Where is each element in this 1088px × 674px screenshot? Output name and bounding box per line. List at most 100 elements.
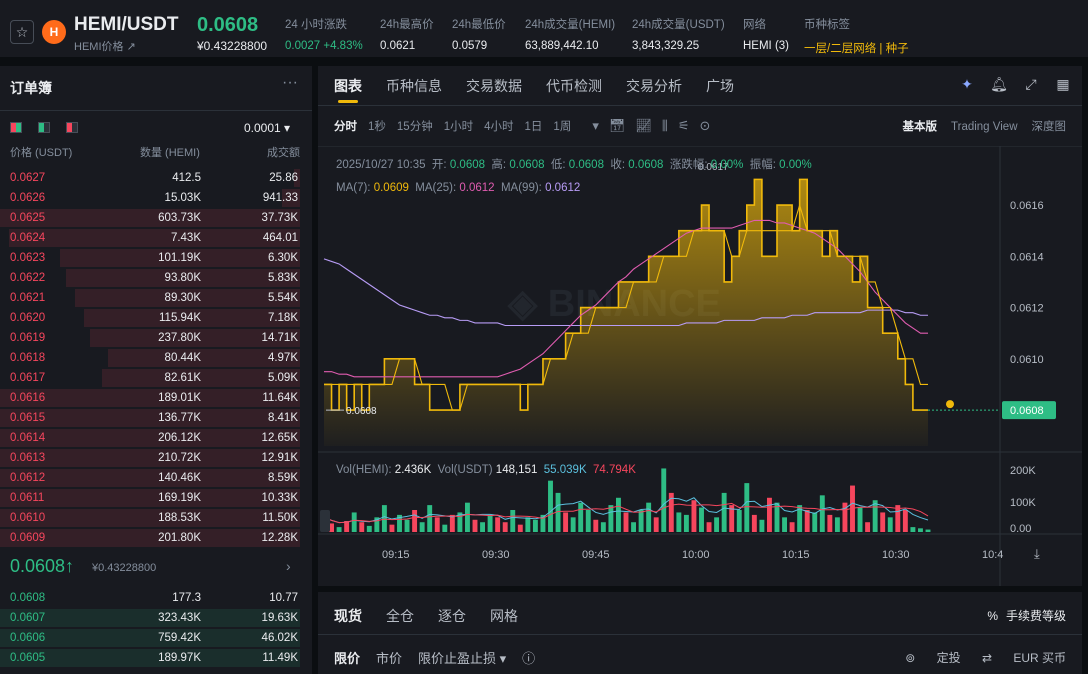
order-entry-panel: 现货 全仓 逐仓 网格 % 手续费等级 限价 市价 限价止盈止损 ▾ ⓘ ⊚ 定投 ⇄ EUR… <box>318 592 1082 674</box>
fee-level[interactable]: % 手续费等级 <box>987 607 1066 624</box>
row-price: 0.0627 <box>10 172 46 184</box>
volume-bar <box>691 500 697 532</box>
calendar-icon[interactable]: 📅︎ <box>608 118 626 133</box>
order-type-1[interactable]: 市价 <box>376 651 403 666</box>
order-book-row[interactable]: 0.0611 169.19K 10.33K <box>0 488 312 508</box>
row-price: 0.0625 <box>10 212 46 224</box>
row-qty: 82.61K <box>164 372 201 384</box>
last-price: 0.0608 <box>197 14 259 36</box>
order-book-row[interactable]: 0.0613 210.72K 12.91K <box>0 448 312 468</box>
chart-tab-3[interactable]: 代币检测 <box>546 78 602 94</box>
layout-icon[interactable]: ▦ <box>1056 76 1070 92</box>
chart-view-switch: 基本版 Trading View 深度图 <box>889 118 1066 134</box>
timeframe-0[interactable]: 分时 <box>334 121 357 133</box>
depth-bar <box>0 209 300 227</box>
vol-ma-a: 55.039K <box>543 464 587 476</box>
order-book-row[interactable]: 0.0610 188.53K 11.50K <box>0 508 312 528</box>
order-book-row[interactable]: 0.0618 80.44K 4.97K <box>0 348 312 368</box>
timeframe-1[interactable]: 1秒 <box>368 121 386 133</box>
price-chart[interactable]: ◈ BINANCE0.06160.06140.06120.06100.06080… <box>318 146 1082 586</box>
sparkle-icon[interactable]: ✦ <box>961 76 973 92</box>
chart-view-2[interactable]: 深度图 <box>1031 121 1067 133</box>
chevron-right-icon[interactable]: › <box>286 558 291 574</box>
order-book-row[interactable]: 0.0608 177.3 10.77 <box>0 588 312 608</box>
view-bids-icon[interactable] <box>38 122 50 133</box>
price-line <box>324 178 928 411</box>
ma25-label: MA(25): <box>415 182 457 194</box>
order-book-row[interactable]: 0.0625 603.73K 37.73K <box>0 208 312 228</box>
row-qty: 189.97K <box>158 652 201 664</box>
volume-bar <box>502 522 508 532</box>
buy-crypto-button[interactable]: ⇄ EUR 买币 <box>981 651 1066 665</box>
volume-bar <box>827 514 833 532</box>
trade-tab-0[interactable]: 现货 <box>334 608 362 624</box>
volume-bar <box>857 507 863 532</box>
volume-bar <box>653 517 659 532</box>
divider <box>318 105 1082 106</box>
expand-icon[interactable]: ⤢ <box>1025 76 1037 92</box>
order-book-row[interactable]: 0.0621 89.30K 5.54K <box>0 288 312 308</box>
order-type-2[interactable]: 限价止盈止损 ▾ <box>418 651 507 666</box>
depth-bar <box>9 229 300 247</box>
timeframe-4[interactable]: 4小时 <box>484 121 514 133</box>
chart-tab-4[interactable]: 交易分析 <box>626 78 682 94</box>
stat-value[interactable]: 一层/二层网络 | 种子 <box>804 43 909 55</box>
candle-type-icon[interactable]: ⫼ <box>661 118 668 133</box>
precision-select[interactable]: 0.0001 ▾ <box>244 121 291 135</box>
order-book-row[interactable]: 0.0626 15.03K 941.33 <box>0 188 312 208</box>
trade-tab-2[interactable]: 逐仓 <box>438 608 466 624</box>
timeframe-6[interactable]: 1周 <box>553 121 572 133</box>
row-total: 14.71K <box>261 332 298 344</box>
row-total: 19.63K <box>261 612 298 624</box>
chart-tab-2[interactable]: 交易数据 <box>466 78 522 94</box>
fit-axis-icon[interactable]: ⤓ <box>1034 546 1040 561</box>
bell-icon[interactable]: 🔔︎ <box>990 76 1008 92</box>
order-book-row[interactable]: 0.0616 189.01K 11.64K <box>0 388 312 408</box>
order-book-row[interactable]: 0.0623 101.19K 6.30K <box>0 248 312 268</box>
depth-bar <box>0 409 300 427</box>
reset-icon[interactable]: ⊙ <box>699 118 711 133</box>
row-total: 941.33 <box>262 192 298 204</box>
timeframe-3[interactable]: 1小时 <box>443 121 474 133</box>
order-book-row[interactable]: 0.0619 237.80K 14.71K <box>0 328 312 348</box>
depth-bar <box>0 609 300 627</box>
trade-tab-1[interactable]: 全仓 <box>386 608 414 624</box>
chart-tab-5[interactable]: 广场 <box>706 78 734 94</box>
more-timeframes-icon[interactable]: ▾ <box>592 118 599 133</box>
order-book-row[interactable]: 0.0614 206.12K 12.65K <box>0 428 312 448</box>
order-book-row[interactable]: 0.0609 201.80K 12.28K <box>0 528 312 548</box>
order-book-row[interactable]: 0.0612 140.46K 8.59K <box>0 468 312 488</box>
more-options-icon[interactable]: ··· <box>282 74 298 91</box>
info-icon[interactable]: ⓘ <box>522 651 536 666</box>
view-asks-icon[interactable] <box>66 122 78 133</box>
timeframe-2[interactable]: 15分钟 <box>396 121 433 133</box>
order-book-row[interactable]: 0.0615 136.77K 8.41K <box>0 408 312 428</box>
indicator-icon[interactable]: 📈︎ <box>635 118 652 133</box>
pair-title[interactable]: HEMI/USDT <box>74 14 179 35</box>
order-type-0[interactable]: 限价 <box>334 651 361 666</box>
order-book-row[interactable]: 0.0622 93.80K 5.83K <box>0 268 312 288</box>
order-book-row[interactable]: 0.0617 82.61K 5.09K <box>0 368 312 388</box>
chart-tab-0[interactable]: 图表 <box>334 74 362 103</box>
auto-invest-button[interactable]: ⊚ 定投 <box>905 651 961 665</box>
order-book-row[interactable]: 0.0607 323.43K 19.63K <box>0 608 312 628</box>
time-tick-label: 09:30 <box>482 549 510 561</box>
row-price: 0.0616 <box>10 392 46 404</box>
timeframe-5[interactable]: 1日 <box>524 121 543 133</box>
order-book-row[interactable]: 0.0606 759.42K 46.02K <box>0 628 312 648</box>
time-tick-label: 10:15 <box>782 549 810 561</box>
pair-price-link[interactable]: HEMI价格 ↗ <box>74 41 136 53</box>
volume-bar <box>412 510 418 532</box>
chart-view-1[interactable]: Trading View <box>951 121 1018 133</box>
view-both-icon[interactable] <box>10 122 22 133</box>
settings-icon[interactable]: ⚟ <box>677 118 690 133</box>
order-book-row[interactable]: 0.0624 7.43K 464.01 <box>0 228 312 248</box>
favorite-star-icon[interactable]: ☆ <box>10 20 34 44</box>
chart-tab-1[interactable]: 币种信息 <box>386 78 442 94</box>
chart-view-0[interactable]: 基本版 <box>902 121 938 133</box>
order-book-row[interactable]: 0.0620 115.94K 7.18K <box>0 308 312 328</box>
collapse-handle-icon[interactable] <box>320 510 330 532</box>
trade-tab-3[interactable]: 网格 <box>490 608 518 624</box>
order-book-row[interactable]: 0.0605 189.97K 11.49K <box>0 648 312 668</box>
order-book-row[interactable]: 0.0627 412.5 25.86 <box>0 168 312 188</box>
